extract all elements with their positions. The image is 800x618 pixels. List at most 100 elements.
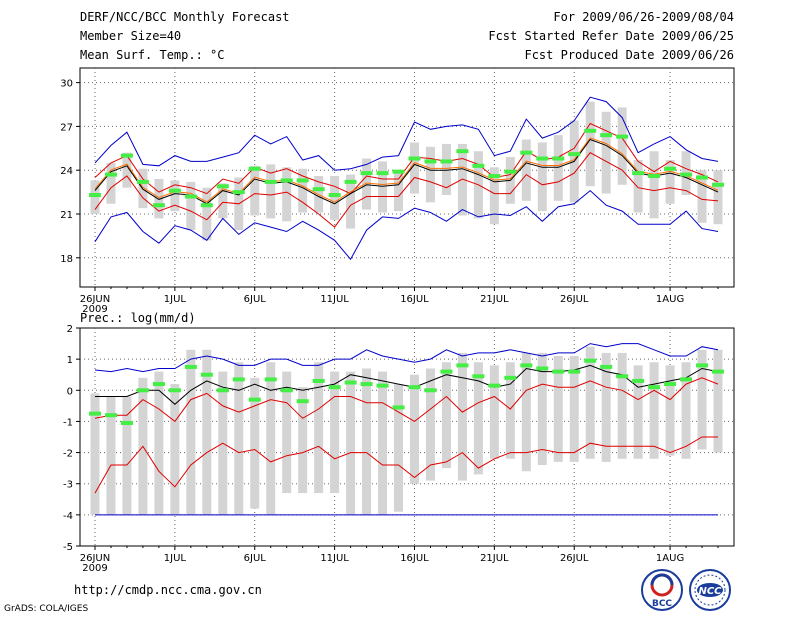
- source-url[interactable]: http://cmdp.ncc.cma.gov.cn: [74, 583, 262, 597]
- obs-marker: [232, 190, 245, 195]
- obs-marker: [136, 388, 149, 393]
- spread-box: [330, 371, 340, 494]
- obs-marker: [408, 156, 421, 161]
- x-tick-label: 6JUL: [244, 553, 267, 564]
- spread-box: [649, 151, 659, 219]
- obs-marker: [488, 174, 501, 179]
- obs-marker: [456, 363, 469, 368]
- obs-marker: [216, 388, 229, 393]
- y-tick-label: 2: [67, 324, 73, 335]
- spread-box: [170, 180, 180, 212]
- obs-marker: [184, 194, 197, 199]
- obs-marker: [104, 413, 117, 418]
- spread-box: [697, 170, 707, 223]
- header-start-date: Fcst Started Refer Date 2009/06/25: [488, 29, 734, 43]
- x-tick-label: 26JUN: [80, 553, 110, 564]
- header-period: For 2009/06/26-2009/08/04: [553, 10, 734, 24]
- bcc-logo-text: BCC: [652, 599, 672, 609]
- ncc-logo-text: NCC: [698, 586, 722, 597]
- obs-marker: [520, 363, 533, 368]
- obs-marker: [488, 383, 501, 388]
- spread-box: [282, 167, 292, 222]
- spread-box: [569, 356, 579, 462]
- obs-marker: [504, 375, 517, 380]
- obs-marker: [376, 383, 389, 388]
- obs-marker: [184, 364, 197, 369]
- spread-box: [505, 362, 515, 459]
- obs-marker: [120, 153, 133, 158]
- spread-box: [282, 371, 292, 494]
- y-tick-label: 1: [67, 355, 73, 366]
- obs-marker: [424, 388, 437, 393]
- spread-box: [122, 396, 132, 515]
- spread-box: [681, 362, 691, 459]
- ncc-logo: NCC: [689, 569, 731, 611]
- grads-credit: GrADS: COLA/IGES: [4, 604, 89, 614]
- spread-box: [362, 158, 372, 210]
- spread-box: [202, 187, 212, 241]
- obs-marker: [632, 378, 645, 383]
- obs-marker: [552, 369, 565, 374]
- x-tick-label: 26JUL: [560, 294, 589, 305]
- x-tick-label: 1AUG: [656, 294, 684, 305]
- spread-box: [409, 374, 419, 484]
- obs-marker: [200, 203, 213, 208]
- y-tick-label: 24: [60, 166, 73, 177]
- x-tick-label: 11JUL: [320, 553, 349, 564]
- spread-box: [90, 393, 100, 515]
- obs-marker: [152, 203, 165, 208]
- spread-box: [170, 384, 180, 515]
- y-tick-label: 21: [60, 210, 73, 221]
- x-tick-label: 26JUL: [560, 553, 589, 564]
- obs-marker: [568, 152, 581, 157]
- spread-box: [202, 349, 212, 515]
- x-tick-label: 6JUL: [244, 294, 267, 305]
- obs-marker: [168, 188, 181, 193]
- plot-frame: [79, 67, 735, 288]
- y-tick-label: 0: [67, 386, 73, 397]
- spread-box: [665, 365, 675, 456]
- obs-marker: [664, 166, 677, 171]
- spread-box: [394, 384, 404, 512]
- obs-marker: [600, 364, 613, 369]
- obs-marker: [648, 385, 661, 390]
- spread-box: [441, 143, 451, 196]
- x-tick-label: 1AUG: [656, 553, 684, 564]
- spread-box: [378, 161, 388, 213]
- x-tick-label: 21JUL: [480, 553, 509, 564]
- obs-marker: [248, 397, 261, 402]
- spread-box: [617, 352, 627, 459]
- obs-marker: [264, 179, 277, 184]
- series-p10-line: [94, 436, 718, 494]
- spread-box: [394, 173, 404, 212]
- spread-box: [553, 135, 563, 201]
- obs-marker: [696, 175, 709, 180]
- spread-box: [346, 371, 356, 515]
- obs-marker: [280, 178, 293, 183]
- obs-marker: [648, 174, 661, 179]
- obs-marker: [248, 166, 261, 171]
- obs-marker: [584, 128, 597, 133]
- series-p10-line: [94, 152, 719, 228]
- x-tick-label: 16JUL: [400, 553, 429, 564]
- y-tick-label: -2: [63, 449, 73, 460]
- obs-marker: [712, 182, 724, 187]
- obs-marker: [312, 187, 325, 192]
- obs-marker: [392, 169, 405, 174]
- obs-marker: [664, 382, 677, 387]
- obs-marker: [680, 172, 693, 177]
- spread-box: [521, 139, 531, 201]
- header-produced-date: Fcst Produced Date 2009/06/26: [524, 48, 734, 62]
- obs-marker: [168, 388, 181, 393]
- spread-box: [106, 396, 116, 515]
- spread-box: [697, 349, 707, 450]
- spread-box: [234, 362, 244, 515]
- obs-marker: [712, 369, 724, 374]
- y-tick-label: 18: [60, 254, 73, 265]
- obs-marker: [696, 363, 709, 368]
- spread-box: [106, 162, 116, 204]
- x-tick-label: 1JUL: [164, 294, 187, 305]
- obs-marker: [472, 163, 485, 168]
- spread-box: [186, 349, 196, 515]
